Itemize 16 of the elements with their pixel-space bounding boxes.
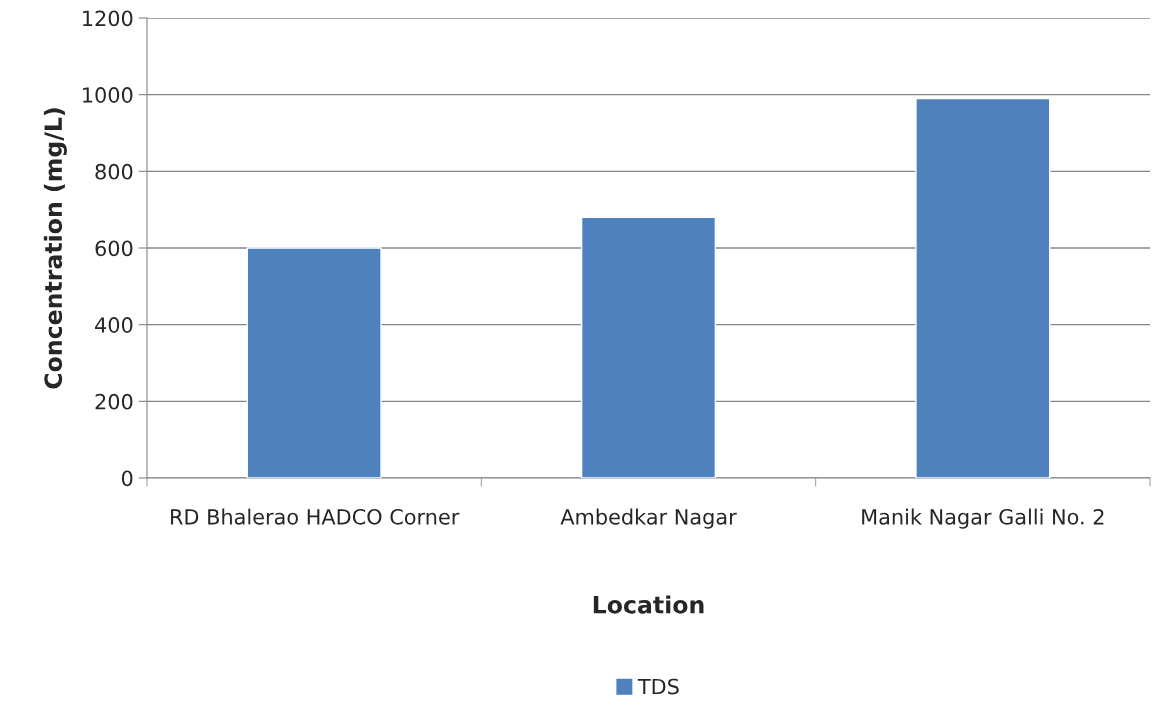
x-tick-label: Manik Nagar Galli No. 2 — [862, 508, 1104, 529]
bar — [580, 216, 717, 478]
y-tick-label: 1200 — [83, 10, 133, 27]
y-tick-label: 400 — [95, 317, 133, 333]
x-axis-title: Location — [593, 595, 704, 614]
x-tick-label: Ambedkar Nagar — [560, 508, 737, 529]
y-tick-label: 200 — [95, 393, 133, 410]
bar — [246, 247, 382, 478]
legend-label: TDS — [637, 678, 679, 695]
y-axis-title: Concentration (mg/L) — [43, 108, 67, 389]
y-tick-label: 800 — [95, 163, 133, 180]
y-tick-label: 1000 — [83, 87, 133, 103]
bar — [915, 97, 1051, 478]
y-tick-label: 600 — [95, 240, 133, 257]
y-tick-label: 0 — [121, 470, 133, 487]
x-tick-label: RD Bhalerao HADCO Corner — [171, 508, 460, 525]
